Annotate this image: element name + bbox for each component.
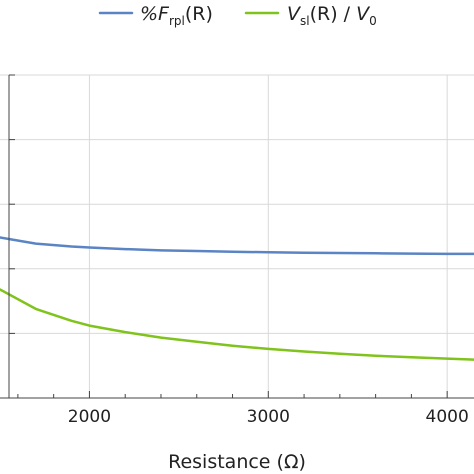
legend-label-vsl: Vsl(R) / V0 bbox=[287, 3, 377, 28]
legend: %Frpl(R) Vsl(R) / V0 bbox=[98, 3, 377, 28]
legend-label-frpl: %Frpl(R) bbox=[140, 3, 213, 28]
x-tick-label: 4000 bbox=[426, 407, 469, 427]
axes: 1000200030004000 bbox=[0, 74, 474, 427]
x-tick-label: 2000 bbox=[68, 407, 111, 427]
series-group bbox=[0, 236, 474, 361]
series-line-1 bbox=[0, 288, 474, 361]
x-axis-title: Resistance (Ω) bbox=[168, 451, 306, 473]
x-tick-label: 3000 bbox=[247, 407, 290, 427]
grid bbox=[0, 74, 474, 398]
series-line-0 bbox=[0, 236, 474, 256]
